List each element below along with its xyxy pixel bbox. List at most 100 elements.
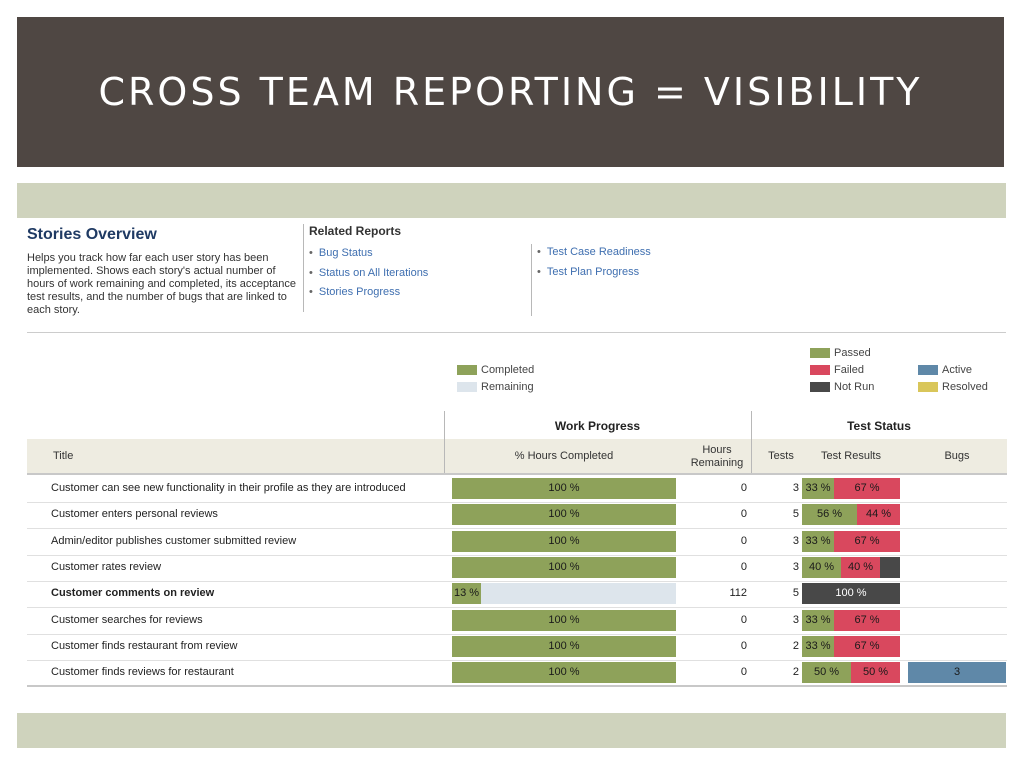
legend-item-not-run: Not Run bbox=[810, 381, 874, 393]
legend-item-active: Active bbox=[918, 364, 972, 376]
legend-swatch bbox=[918, 365, 938, 376]
related-report-link[interactable]: • Stories Progress bbox=[309, 283, 428, 303]
hours-completed-label: 100 % bbox=[548, 614, 580, 626]
link-label: Bug Status bbox=[318, 247, 373, 259]
slide-title: CROSS TEAM REPORTING = VISIBILITY bbox=[98, 70, 923, 114]
test-passed-segment: 50 % bbox=[802, 662, 851, 683]
link-label: Test Plan Progress bbox=[546, 265, 640, 278]
hours-remaining-value: 112 bbox=[729, 587, 747, 599]
row-title[interactable]: Customer comments on review bbox=[51, 587, 215, 599]
test-passed-segment: 40 % bbox=[802, 557, 841, 578]
test-results-bar: 33 % 67 % bbox=[802, 636, 900, 657]
col-header-title[interactable]: Title bbox=[53, 450, 74, 462]
legend-swatch bbox=[810, 382, 830, 393]
related-report-link[interactable]: • Test Case Readiness bbox=[537, 243, 651, 263]
slide-title-band: CROSS TEAM REPORTING = VISIBILITY bbox=[17, 17, 1004, 167]
header-underline bbox=[27, 473, 1007, 475]
link-label: Stories Progress bbox=[318, 286, 401, 298]
legend-swatch bbox=[810, 348, 830, 359]
row-title[interactable]: Admin/editor publishes customer submitte… bbox=[51, 535, 297, 547]
row-title[interactable]: Customer can see new functionality in th… bbox=[51, 482, 406, 494]
hours-completed-fill bbox=[452, 610, 676, 631]
legend-label: Not Run bbox=[834, 381, 875, 393]
hours-completed-label: 100 % bbox=[548, 482, 580, 494]
divider bbox=[303, 224, 304, 312]
related-report-link[interactable]: • Status on All Iterations bbox=[309, 264, 428, 284]
hours-remaining-value: 0 bbox=[740, 482, 747, 494]
row-title[interactable]: Customer finds reviews for restaurant bbox=[51, 666, 234, 678]
tests-count: 2 bbox=[792, 640, 799, 652]
test-failed-segment: 67 % bbox=[834, 610, 900, 631]
bullet-icon: • bbox=[309, 247, 313, 259]
hours-remaining-value: 0 bbox=[740, 561, 747, 573]
bullet-icon: • bbox=[309, 266, 313, 279]
row-divider bbox=[27, 634, 1007, 635]
test-not-run-segment bbox=[880, 557, 900, 578]
tests-count: 5 bbox=[792, 508, 799, 520]
col-header-test-results[interactable]: Test Results bbox=[821, 450, 881, 462]
hours-completed-fill bbox=[452, 636, 676, 657]
work-progress-heading: Work Progress bbox=[554, 419, 641, 433]
test-passed-segment: 33 % bbox=[802, 610, 834, 631]
hours-completed-fill bbox=[452, 504, 676, 525]
test-results-bar: 100 % bbox=[802, 583, 900, 604]
table-header bbox=[27, 439, 1007, 473]
divider bbox=[531, 244, 532, 316]
legend-label: Completed bbox=[481, 364, 535, 376]
legend-label: Passed bbox=[834, 347, 871, 359]
legend-swatch bbox=[810, 365, 830, 376]
tests-count: 5 bbox=[792, 587, 799, 599]
legend-label: Resolved bbox=[942, 381, 988, 393]
link-label: Test Case Readiness bbox=[546, 246, 651, 258]
hours-completed-fill bbox=[452, 531, 676, 552]
hours-completed-fill bbox=[452, 583, 482, 604]
related-reports-list-2: • Test Case Readiness • Test Plan Progress bbox=[537, 243, 651, 282]
hours-completed-label: 100 % bbox=[548, 640, 580, 652]
hours-remaining-value: 0 bbox=[740, 508, 747, 520]
col-header-hours-remaining[interactable]: Hours Remaining bbox=[690, 444, 744, 469]
test-results-bar: 33 % 67 % bbox=[802, 531, 900, 552]
related-report-link[interactable]: • Bug Status bbox=[309, 244, 428, 264]
test-passed-segment: 33 % bbox=[802, 478, 834, 499]
row-title[interactable]: Customer searches for reviews bbox=[51, 614, 203, 626]
row-divider bbox=[27, 660, 1007, 661]
col-header-bugs[interactable]: Bugs bbox=[944, 450, 970, 462]
row-title[interactable]: Customer finds restaurant from review bbox=[51, 640, 238, 652]
hours-completed-label: 100 % bbox=[548, 561, 580, 573]
related-reports-title: Related Reports bbox=[309, 224, 402, 238]
hours-completed-label: 100 % bbox=[548, 508, 580, 520]
test-failed-segment: 67 % bbox=[834, 531, 900, 552]
legend-label: Remaining bbox=[481, 381, 534, 393]
test-failed-segment: 67 % bbox=[834, 478, 900, 499]
legend-item-failed: Failed bbox=[810, 364, 864, 376]
row-title[interactable]: Customer rates review bbox=[51, 561, 162, 573]
row-title[interactable]: Customer enters personal reviews bbox=[51, 508, 218, 520]
bugs-active-bar: 3 bbox=[908, 662, 1006, 683]
test-results-bar: 33 % 67 % bbox=[802, 478, 900, 499]
report-description: Helps you track how far each user story … bbox=[27, 252, 297, 316]
column-divider bbox=[444, 439, 445, 473]
related-report-link[interactable]: • Test Plan Progress bbox=[537, 263, 651, 283]
hours-remaining-value: 0 bbox=[740, 614, 747, 626]
hours-completed-bar: 100 % bbox=[452, 610, 676, 631]
tests-count: 2 bbox=[792, 666, 799, 678]
hours-completed-fill bbox=[452, 662, 676, 683]
tests-count: 3 bbox=[792, 482, 799, 494]
legend-label: Failed bbox=[834, 364, 864, 376]
test-status-heading: Test Status bbox=[847, 419, 911, 433]
row-divider bbox=[27, 581, 1007, 582]
hours-completed-bar: 100 % bbox=[452, 557, 676, 578]
hours-completed-fill bbox=[452, 478, 676, 499]
test-failed-segment: 44 % bbox=[857, 504, 900, 525]
legend-swatch bbox=[457, 382, 477, 393]
table-bottom-line bbox=[27, 685, 1007, 687]
hours-completed-bar: 100 % bbox=[452, 478, 676, 499]
col-header-pct-completed[interactable]: % Hours Completed bbox=[514, 450, 614, 462]
test-results-bar: 50 % 50 % bbox=[802, 662, 900, 683]
hours-completed-bar: 13 % bbox=[452, 583, 676, 604]
legend-item-resolved: Resolved bbox=[918, 381, 988, 393]
col-header-tests[interactable]: Tests bbox=[768, 450, 794, 462]
hours-remaining-value: 0 bbox=[740, 666, 747, 678]
test-not-run-segment: 100 % bbox=[802, 583, 900, 604]
hours-completed-label: 13 % bbox=[454, 587, 480, 599]
